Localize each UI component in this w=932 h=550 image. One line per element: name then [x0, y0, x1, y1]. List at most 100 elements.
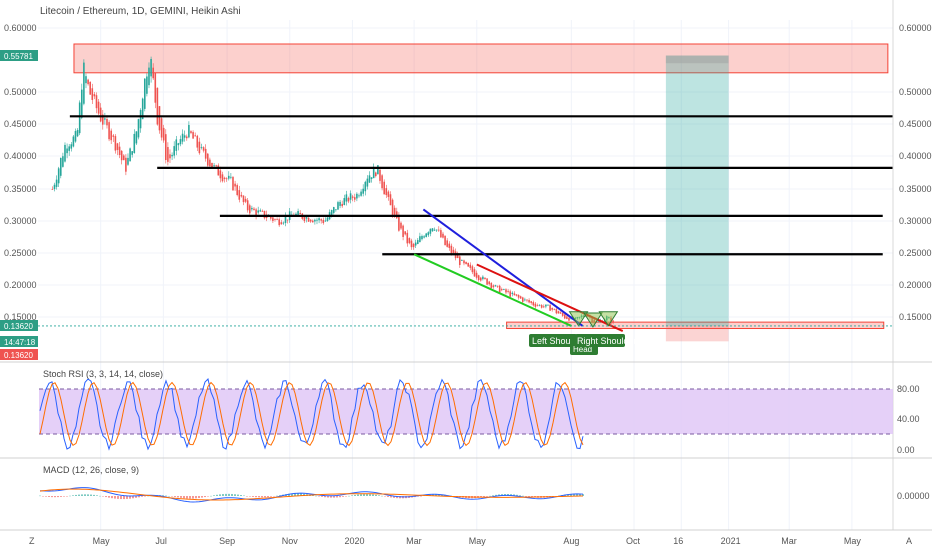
- candle-body: [330, 210, 333, 216]
- macd-bar: [495, 494, 497, 496]
- supply-demand-zone[interactable]: [506, 321, 885, 330]
- candle-body: [484, 277, 486, 280]
- candle-body: [78, 102, 81, 134]
- candle-body: [179, 139, 182, 145]
- macd-bar: [177, 496, 179, 498]
- macd-bar: [390, 496, 392, 498]
- candle-body: [452, 249, 455, 253]
- shoulder-marker[interactable]: [568, 311, 589, 327]
- long-position-stop[interactable]: [665, 325, 729, 342]
- macd-bar: [519, 495, 521, 496]
- macd-bar: [132, 496, 134, 499]
- macd-bar: [276, 495, 278, 497]
- candle-body: [465, 261, 467, 264]
- chart-title: Litecoin / Ethereum, 1D, GEMINI, Heikin …: [40, 6, 241, 17]
- macd-bar: [147, 495, 149, 497]
- candle-body: [85, 76, 87, 84]
- candle-body: [393, 207, 396, 215]
- candle-body: [284, 216, 287, 223]
- macd-bar: [384, 496, 386, 497]
- macd-bar: [258, 496, 260, 498]
- candle-body: [131, 151, 133, 155]
- macd-bar: [372, 494, 374, 496]
- candle-body: [500, 289, 503, 291]
- candle-body: [448, 243, 451, 248]
- trendline[interactable]: [422, 208, 584, 327]
- candle-body: [194, 135, 196, 137]
- macd-bar: [579, 493, 581, 496]
- candle-body: [97, 101, 100, 114]
- candle-body: [536, 305, 539, 307]
- axis-corner-left[interactable]: Z: [29, 536, 35, 546]
- candle-body: [257, 210, 259, 213]
- shoulder-marker[interactable]: [598, 311, 619, 327]
- candle-body: [108, 122, 110, 140]
- macd-bar: [207, 496, 209, 497]
- candle-body: [517, 294, 520, 298]
- zones-layer: [73, 43, 889, 342]
- candle-body: [597, 321, 600, 323]
- candle-body: [141, 98, 144, 120]
- macd-bar: [39, 495, 41, 497]
- macd-bar: [420, 496, 422, 497]
- macd-bar: [396, 496, 398, 499]
- macd-bar: [315, 495, 317, 497]
- candle-body: [440, 230, 442, 238]
- trendline[interactable]: [413, 253, 572, 327]
- candle-body: [95, 95, 98, 109]
- macd-bar: [180, 496, 182, 498]
- candle-body: [89, 81, 91, 95]
- macd-pane: MACD (12, 26, close, 9) 0.00000: [39, 465, 930, 503]
- candle-body: [101, 114, 104, 125]
- candle-body: [230, 176, 232, 178]
- head-marker[interactable]: [583, 312, 603, 328]
- grid: [38, 20, 893, 530]
- macd-bar: [171, 496, 173, 497]
- macd-bar: [60, 496, 62, 497]
- macd-bar: [225, 493, 227, 496]
- candle-body: [217, 165, 220, 176]
- candle-body: [204, 148, 207, 159]
- candle-body: [519, 296, 522, 299]
- time-axis: May Jul Sep Nov 2020 Mar May Aug Oct 16 2021 Mar May: [93, 536, 862, 546]
- candle-body: [524, 299, 526, 301]
- price-tick: 0.60000: [899, 23, 932, 33]
- candle-body: [66, 148, 68, 154]
- macd-label: MACD (12, 26, close, 9): [43, 465, 139, 475]
- macd-bar: [387, 496, 389, 497]
- candle-body: [437, 229, 440, 231]
- candle-body: [526, 299, 528, 301]
- macd-bar: [243, 495, 245, 497]
- candle-body: [505, 289, 507, 293]
- macd-bar: [288, 493, 290, 496]
- trendline[interactable]: [476, 263, 624, 332]
- candle-body: [477, 275, 480, 281]
- candle-body: [494, 285, 497, 287]
- macd-bar: [417, 496, 419, 497]
- macd-bar: [144, 496, 146, 497]
- long-position-target[interactable]: [665, 55, 729, 326]
- price-tick: 0.50000: [899, 87, 932, 97]
- candle-body: [534, 303, 537, 307]
- axis-corner-right[interactable]: A: [906, 536, 912, 546]
- macd-bar: [42, 496, 44, 497]
- candle-body: [343, 198, 346, 206]
- candle-body: [400, 222, 402, 229]
- candle-body: [530, 301, 532, 303]
- candle-body: [272, 217, 274, 221]
- current-price-badge-text: 0.55781: [4, 52, 33, 61]
- macd-bar: [312, 495, 314, 496]
- left-shoulder-label: Left Shou: [532, 336, 571, 346]
- macd-bar: [351, 495, 353, 496]
- macd-bar: [363, 494, 365, 496]
- supply-demand-zone[interactable]: [73, 43, 889, 74]
- stoch-tick-40: 40.00: [897, 414, 920, 424]
- candle-body: [139, 110, 142, 129]
- macd-bar: [162, 495, 164, 496]
- candle-body: [540, 305, 543, 308]
- time-tick: Mar: [406, 536, 422, 546]
- price-tick: 0.15000: [899, 312, 932, 322]
- candle-body: [320, 219, 322, 221]
- macd-bar: [105, 496, 107, 498]
